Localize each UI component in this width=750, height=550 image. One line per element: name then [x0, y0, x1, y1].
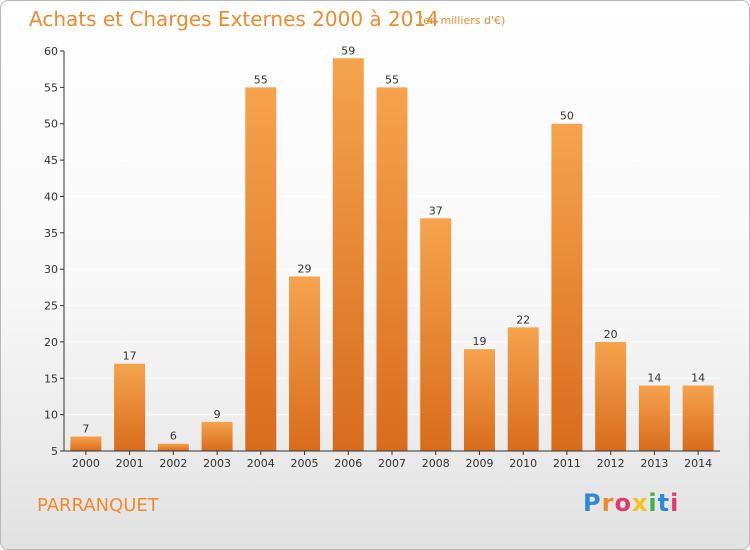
bar-value-label: 50	[560, 110, 574, 123]
logo-letter: o	[614, 489, 632, 517]
y-tick-label: 25	[44, 300, 58, 313]
chart-title: Achats et Charges Externes 2000 à 2014	[29, 7, 439, 31]
y-tick-label: 35	[44, 227, 58, 240]
commune-name: PARRANQUET	[37, 495, 159, 516]
y-tick-label: 15	[44, 372, 58, 385]
bar-value-label: 37	[429, 204, 443, 217]
bar-value-label: 7	[82, 422, 89, 435]
bar-2014[interactable]	[682, 385, 714, 451]
x-tick-label: 2007	[378, 457, 406, 470]
bar-2010[interactable]	[507, 327, 539, 451]
x-tick-label: 2004	[247, 457, 275, 470]
bar-2013[interactable]	[638, 385, 670, 451]
logo-letter: r	[601, 489, 615, 517]
x-tick-label: 2012	[597, 457, 625, 470]
bar-2008[interactable]	[420, 218, 452, 451]
y-tick-label: 40	[44, 190, 58, 203]
y-tick-label: 10	[44, 409, 58, 422]
y-tick-label: 45	[44, 154, 58, 167]
bar-2005[interactable]	[289, 276, 321, 451]
x-tick-label: 2010	[509, 457, 537, 470]
x-tick-label: 2002	[159, 457, 187, 470]
logo-letter: x	[631, 489, 649, 517]
x-tick-label: 2000	[72, 457, 100, 470]
x-tick-label: 2006	[334, 457, 362, 470]
bar-2000[interactable]	[70, 436, 102, 451]
bar-2002[interactable]	[157, 443, 189, 451]
bar-value-label: 6	[170, 430, 177, 443]
bar-value-label: 55	[254, 73, 268, 86]
logo-letter: i	[648, 489, 658, 517]
bar-2007[interactable]	[376, 87, 408, 451]
bar-value-label: 19	[472, 335, 486, 348]
chart-subtitle: (en milliers d'€)	[419, 14, 506, 27]
logo-letter: i	[670, 489, 680, 517]
bar-2003[interactable]	[201, 421, 233, 451]
bar-2012[interactable]	[595, 341, 627, 451]
bar-value-label: 55	[385, 73, 399, 86]
x-tick-label: 2001	[116, 457, 144, 470]
y-tick-label: 5	[51, 445, 58, 458]
logo-letter: P	[583, 489, 602, 517]
y-tick-label: 20	[44, 336, 58, 349]
y-tick-label: 30	[44, 263, 58, 276]
bar-value-label: 14	[691, 372, 705, 385]
x-tick-label: 2008	[422, 457, 450, 470]
x-tick-label: 2003	[203, 457, 231, 470]
bar-2009[interactable]	[463, 349, 495, 451]
bar-value-label: 17	[123, 350, 137, 363]
bar-2004[interactable]	[245, 87, 277, 451]
bar-value-label: 20	[604, 328, 618, 341]
bar-value-label: 59	[341, 44, 355, 57]
bar-2011[interactable]	[551, 123, 583, 452]
x-tick-label: 2014	[684, 457, 712, 470]
y-tick-label: 50	[44, 118, 58, 131]
x-tick-label: 2013	[640, 457, 668, 470]
bar-value-label: 14	[647, 372, 661, 385]
y-tick-label: 55	[44, 81, 58, 94]
x-tick-label: 2005	[291, 457, 319, 470]
proxiti-logo[interactable]: Proxiti	[583, 489, 679, 517]
y-tick-label: 60	[44, 45, 58, 58]
bar-2001[interactable]	[114, 363, 146, 451]
x-tick-label: 2009	[465, 457, 493, 470]
bar-value-label: 9	[214, 408, 221, 421]
x-tick-label: 2011	[553, 457, 581, 470]
bar-2006[interactable]	[332, 58, 364, 451]
logo-letter: t	[657, 489, 671, 517]
bar-value-label: 22	[516, 313, 530, 326]
bar-value-label: 29	[298, 262, 312, 275]
